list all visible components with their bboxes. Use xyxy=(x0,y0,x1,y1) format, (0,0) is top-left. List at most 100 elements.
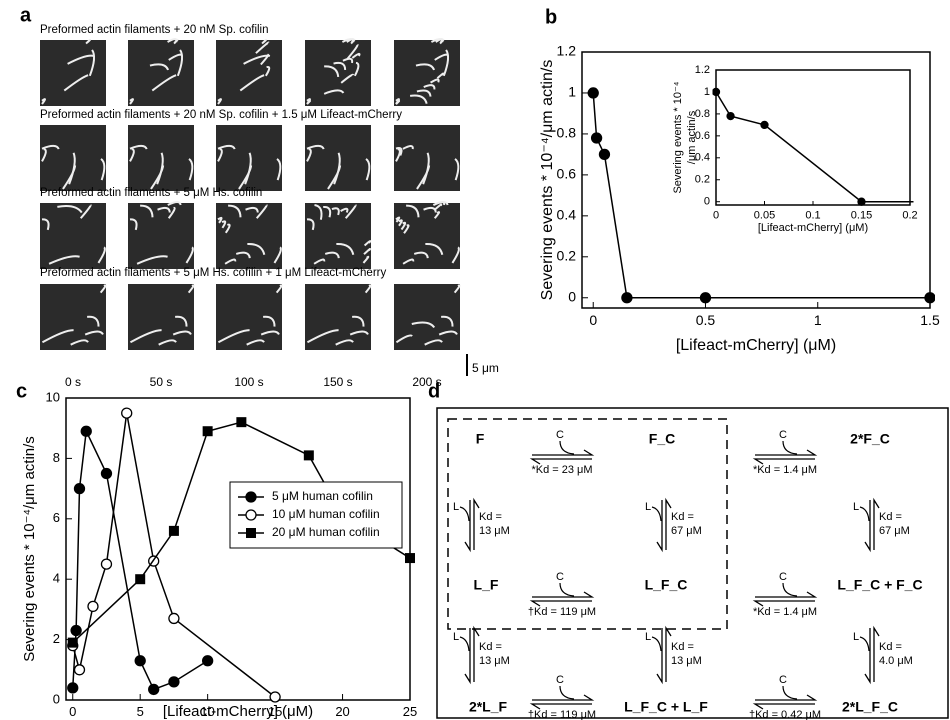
filament xyxy=(342,57,354,64)
x-tick-label: 0.5 xyxy=(696,312,716,328)
reactant-arrow xyxy=(459,506,470,522)
micrograph xyxy=(128,40,194,106)
filaments xyxy=(129,284,195,346)
filaments xyxy=(217,144,282,190)
marker xyxy=(857,197,866,206)
filament xyxy=(41,148,47,162)
filament xyxy=(306,329,339,344)
marker xyxy=(80,425,92,437)
filament xyxy=(48,255,80,265)
x-tick-label: 1 xyxy=(814,312,822,328)
x-tick-label: 1.5 xyxy=(920,312,940,328)
filament xyxy=(423,84,436,90)
micrograph xyxy=(216,40,282,106)
reactant-arrow xyxy=(782,582,798,597)
filaments xyxy=(395,201,460,265)
filaments xyxy=(129,38,184,105)
filament xyxy=(245,206,259,213)
legend-label: 20 μM human cofilin xyxy=(272,525,380,539)
filament xyxy=(434,53,449,61)
filament xyxy=(344,204,357,219)
row-title: Preformed actin filaments + 5 μM Hs. cof… xyxy=(40,267,386,279)
micrograph xyxy=(128,203,194,269)
marker xyxy=(148,683,160,696)
filament xyxy=(149,63,170,71)
marker xyxy=(726,111,735,121)
reactant-arrow xyxy=(859,506,870,522)
scale-bar-label: 5 μm xyxy=(472,361,499,375)
filament xyxy=(175,315,188,327)
node: 2*L_F_C xyxy=(842,699,898,715)
filament xyxy=(217,148,223,162)
filaments xyxy=(306,204,372,265)
filament xyxy=(187,284,195,294)
filaments xyxy=(217,204,282,265)
reactant: L xyxy=(645,631,651,643)
reactant-arrow xyxy=(559,582,575,597)
filament xyxy=(430,38,444,43)
time-label: 100 s xyxy=(234,375,263,389)
filament xyxy=(411,321,436,329)
reactant: L xyxy=(453,501,459,513)
filament xyxy=(352,315,365,327)
reactant-arrow xyxy=(651,636,662,652)
node: 2*F_C xyxy=(850,431,890,447)
reactant: L xyxy=(645,501,651,513)
y-tick-label: 6 xyxy=(53,510,60,525)
filament xyxy=(436,72,445,79)
series-line xyxy=(592,92,930,299)
filament xyxy=(323,206,332,218)
filament xyxy=(422,152,430,185)
kd-label: Kd = xyxy=(671,641,694,653)
y-tick-label: 1 xyxy=(704,86,710,98)
x-axis-label: [Lifeact-mCherry] (μM) xyxy=(163,703,313,720)
marker xyxy=(699,292,712,304)
filaments xyxy=(217,284,283,346)
filament xyxy=(221,220,227,229)
filament xyxy=(129,98,134,105)
micrograph xyxy=(40,284,106,350)
filament xyxy=(228,204,242,218)
time-label: 50 s xyxy=(150,375,173,389)
filaments xyxy=(395,144,460,190)
marker xyxy=(121,407,133,419)
filament xyxy=(451,246,460,264)
marker xyxy=(73,482,86,495)
filament xyxy=(276,158,282,181)
equilibrium-arrow xyxy=(752,449,818,465)
reactant-arrow xyxy=(651,506,662,522)
filaments xyxy=(41,38,96,105)
micrograph xyxy=(216,203,282,269)
filament xyxy=(415,63,436,71)
filament xyxy=(441,315,454,327)
filament xyxy=(438,330,458,336)
equilibrium-arrow xyxy=(752,591,818,607)
time-label: 200 s xyxy=(412,375,441,389)
equilibrium-arrow xyxy=(529,694,595,710)
filament xyxy=(260,330,280,336)
equilibrium-arrow xyxy=(864,625,880,685)
filament xyxy=(324,251,340,259)
plot-area xyxy=(587,87,935,304)
filament xyxy=(400,221,407,231)
marker xyxy=(760,120,769,130)
filament xyxy=(364,284,372,294)
reactant: L xyxy=(453,631,459,643)
filament xyxy=(340,73,355,84)
filament xyxy=(336,243,355,256)
x-tick-label: 0 xyxy=(589,312,597,328)
marker xyxy=(100,558,113,570)
filament xyxy=(224,258,237,265)
filament xyxy=(365,158,371,181)
marker xyxy=(67,637,78,648)
filament xyxy=(416,89,432,97)
kd-label: 67 μM xyxy=(879,525,910,537)
node: L_F xyxy=(474,577,499,593)
x-tick-label: 0.2 xyxy=(902,209,917,221)
micrograph xyxy=(394,125,460,191)
kd-label: Kd = xyxy=(479,511,502,523)
node: L_F_C + F_C xyxy=(837,577,922,593)
marker xyxy=(67,682,79,694)
marker xyxy=(168,676,180,688)
